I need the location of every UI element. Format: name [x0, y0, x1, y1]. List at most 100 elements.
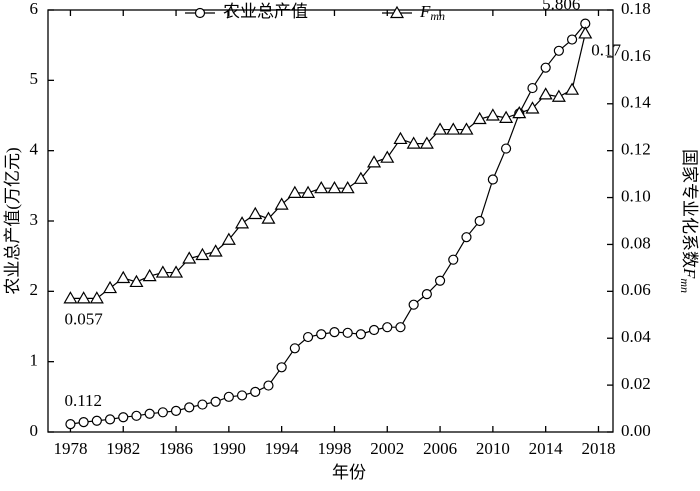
marker — [472, 111, 487, 125]
x-tick-label: 2010 — [476, 439, 510, 458]
marker — [89, 291, 104, 304]
marker — [182, 251, 197, 264]
marker — [419, 136, 434, 149]
y2-tick-label: 0.06 — [621, 280, 651, 299]
marker — [197, 399, 208, 410]
marker — [487, 174, 498, 185]
y-axis-title: 农业总产值(万亿元) — [3, 147, 22, 294]
marker — [208, 244, 223, 257]
marker — [355, 329, 366, 340]
marker — [157, 407, 168, 418]
marker — [566, 34, 578, 45]
marker — [169, 265, 184, 278]
marker — [393, 131, 408, 145]
marker — [446, 122, 461, 135]
marker — [223, 391, 234, 402]
y-tick-label: 2 — [30, 280, 39, 299]
marker — [448, 254, 459, 265]
y2-tick-label: 0.00 — [621, 421, 651, 440]
marker — [131, 410, 142, 421]
marker — [104, 414, 116, 425]
marker — [76, 291, 91, 304]
marker — [287, 185, 302, 198]
marker — [395, 322, 406, 333]
data-label: 0.17 — [591, 40, 621, 59]
marker — [65, 419, 76, 430]
series-line — [70, 33, 586, 299]
x-tick-label: 2006 — [423, 439, 457, 458]
marker — [342, 327, 353, 338]
marker — [382, 322, 393, 333]
marker — [144, 408, 155, 419]
marker — [459, 122, 474, 135]
y2-axis-title: 国家专业化系数Fmn — [678, 149, 699, 293]
y2-tick-label: 0.10 — [621, 186, 651, 205]
marker — [329, 327, 340, 338]
legend-label: 农业总产值 — [223, 2, 308, 21]
marker — [314, 180, 329, 194]
legend-marker — [194, 7, 206, 19]
marker — [512, 105, 527, 119]
marker — [578, 26, 593, 39]
y2-tick-label: 0.04 — [621, 327, 651, 346]
marker — [248, 206, 263, 220]
marker — [103, 280, 118, 294]
y2-tick-label: 0.12 — [621, 140, 651, 159]
marker — [527, 82, 538, 94]
marker — [301, 185, 316, 198]
marker — [368, 324, 380, 336]
x-tick-label: 2018 — [581, 439, 615, 458]
marker — [485, 108, 500, 121]
marker — [553, 45, 564, 56]
marker — [118, 412, 129, 423]
x-tick-label: 1986 — [159, 439, 193, 458]
marker — [142, 268, 157, 282]
marker — [500, 143, 512, 154]
marker — [525, 101, 540, 114]
marker — [236, 390, 248, 401]
legend-marker — [389, 5, 405, 19]
marker — [263, 380, 274, 391]
marker — [538, 87, 553, 100]
marker — [433, 122, 448, 135]
x-tick-label: 2014 — [529, 439, 564, 458]
marker — [327, 180, 342, 194]
marker — [78, 417, 89, 428]
x-tick-label: 1978 — [53, 439, 87, 458]
marker — [474, 215, 485, 227]
marker — [380, 150, 395, 163]
marker — [421, 289, 432, 300]
data-label: 0.112 — [64, 391, 102, 410]
marker — [434, 275, 446, 286]
series-line — [70, 23, 586, 425]
marker — [353, 171, 368, 184]
y-tick-label: 6 — [30, 0, 39, 18]
y-tick-label: 0 — [30, 421, 39, 440]
marker — [461, 232, 472, 243]
y2-tick-label: 0.14 — [621, 93, 651, 112]
marker — [302, 331, 314, 343]
data-label: 5.806 — [542, 0, 580, 14]
marker — [367, 155, 382, 168]
x-tick-label: 1990 — [212, 439, 246, 458]
marker — [184, 402, 195, 413]
marker — [340, 180, 355, 194]
marker — [289, 343, 300, 354]
marker — [155, 265, 170, 278]
y-tick-label: 3 — [30, 210, 39, 229]
marker — [129, 274, 144, 288]
y2-tick-label: 0.16 — [621, 46, 651, 65]
marker — [250, 386, 261, 398]
marker — [499, 110, 514, 123]
legend-label: Fmn — [419, 2, 445, 23]
marker — [274, 197, 289, 210]
marker — [170, 405, 182, 416]
x-tick-label: 1994 — [265, 439, 300, 458]
y-tick-label: 5 — [30, 69, 39, 88]
marker — [276, 362, 287, 373]
marker — [63, 291, 78, 304]
marker — [565, 82, 580, 95]
marker — [210, 396, 221, 407]
marker — [91, 415, 102, 426]
